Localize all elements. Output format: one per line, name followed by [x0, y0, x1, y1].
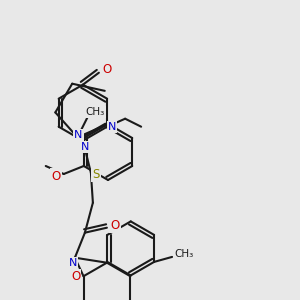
Text: O: O [71, 270, 80, 283]
Text: O: O [102, 63, 112, 76]
Text: N: N [81, 142, 89, 152]
Text: O: O [51, 169, 60, 182]
Text: N: N [69, 258, 77, 268]
Text: N: N [108, 122, 116, 132]
Text: N: N [74, 130, 83, 140]
Text: S: S [92, 168, 100, 181]
Text: CH₃: CH₃ [86, 107, 105, 117]
Text: O: O [110, 219, 119, 232]
Text: CH₃: CH₃ [175, 249, 194, 259]
